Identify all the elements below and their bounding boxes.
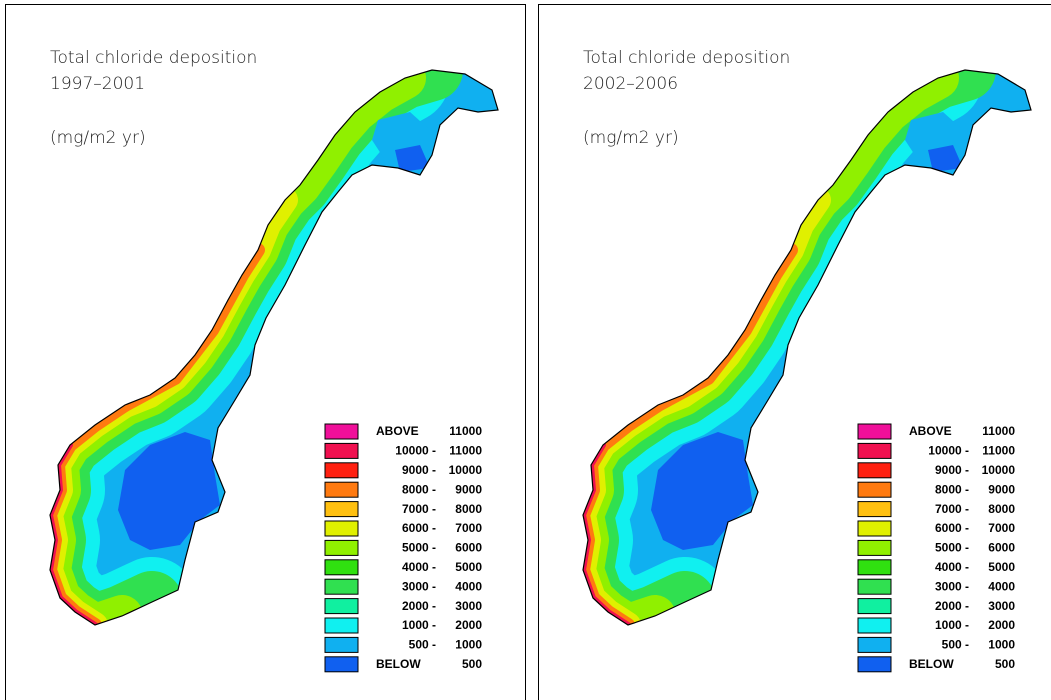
legend-swatch	[324, 617, 359, 634]
map-panel: Total chloride deposition 1997–2001 (mg/m2…	[0, 0, 527, 700]
legend-swatch	[857, 559, 892, 576]
legend-from: 4000 -	[935, 560, 969, 574]
legend-swatch	[857, 520, 892, 537]
legend-swatch	[857, 462, 892, 479]
legend-swatch	[857, 423, 892, 440]
legend-from: 1000 -	[402, 618, 436, 632]
legend-to: 9000	[988, 482, 1015, 496]
legend-swatch	[857, 442, 892, 459]
legend-to: 500	[995, 657, 1015, 671]
legend-to: 4000	[988, 579, 1015, 593]
legend-from: 10000 -	[928, 444, 969, 458]
legend-from: BELOW	[909, 657, 954, 671]
legend-swatch	[857, 501, 892, 518]
legend-swatch	[857, 539, 892, 556]
legend-to: 8000	[988, 502, 1015, 516]
legend-from: 1000 -	[935, 618, 969, 632]
legend-to: 5000	[455, 560, 482, 574]
map-unit: (mg/m2 yr)	[583, 128, 679, 148]
legend-to: 11000	[982, 444, 1015, 458]
legend-swatch	[324, 520, 359, 537]
legend-from: 2000 -	[935, 599, 969, 613]
panel-border	[538, 4, 1051, 700]
legend-from: BELOW	[376, 657, 421, 671]
legend-to: 7000	[988, 521, 1015, 535]
legend-to: 4000	[455, 579, 482, 593]
legend-to: 11000	[449, 444, 482, 458]
legend-from: 5000 -	[402, 541, 436, 555]
legend-to: 500	[462, 657, 482, 671]
legend-from: 3000 -	[935, 579, 969, 593]
map-period: 2002–2006	[583, 74, 678, 94]
legend-to: 3000	[988, 599, 1015, 613]
legend-swatch	[857, 598, 892, 615]
legend-from: 5000 -	[935, 541, 969, 555]
map-unit: (mg/m2 yr)	[50, 128, 146, 148]
legend-to: 1000	[455, 638, 482, 652]
legend-from: 9000 -	[402, 463, 436, 477]
panel-border	[5, 4, 526, 700]
legend-to: 3000	[455, 599, 482, 613]
legend-swatch	[324, 598, 359, 615]
legend-swatch	[857, 578, 892, 595]
legend-swatch	[324, 501, 359, 518]
legend-swatch	[857, 617, 892, 634]
legend-from: 6000 -	[935, 521, 969, 535]
legend-to: 9000	[455, 482, 482, 496]
legend-to: 6000	[988, 541, 1015, 555]
legend-swatch	[857, 481, 892, 498]
legend-to: 1000	[988, 638, 1015, 652]
legend-from: 7000 -	[935, 502, 969, 516]
legend-to: 8000	[455, 502, 482, 516]
legend-swatch	[324, 656, 359, 673]
legend-swatch	[324, 442, 359, 459]
legend-from: 500 -	[942, 638, 969, 652]
legend-swatch	[324, 462, 359, 479]
legend-to: 5000	[988, 560, 1015, 574]
map-title: Total chloride deposition	[583, 48, 790, 68]
legend-swatch	[324, 578, 359, 595]
legend-swatch	[324, 481, 359, 498]
legend-from: ABOVE	[909, 424, 952, 438]
map-title: Total chloride deposition	[50, 48, 257, 68]
legend-from: 10000 -	[395, 444, 436, 458]
map-period: 1997–2001	[50, 74, 145, 94]
legend-to: 2000	[455, 618, 482, 632]
legend-swatch	[324, 636, 359, 653]
map-panel: Total chloride deposition 2002–2006 (mg/m2…	[533, 0, 1051, 700]
legend-to: 10000	[982, 463, 1016, 477]
legend-swatch	[324, 423, 359, 440]
legend-to: 2000	[988, 618, 1015, 632]
legend-from: 6000 -	[402, 521, 436, 535]
legend-to: 6000	[455, 541, 482, 555]
legend-from: 8000 -	[935, 482, 969, 496]
legend-from: 500 -	[409, 638, 436, 652]
legend-from: 9000 -	[935, 463, 969, 477]
legend-from: 8000 -	[402, 482, 436, 496]
legend-to: 7000	[455, 521, 482, 535]
norway-map	[0, 0, 527, 700]
legend-from: 4000 -	[402, 560, 436, 574]
legend-from: 2000 -	[402, 599, 436, 613]
legend-swatch	[857, 656, 892, 673]
legend-swatch	[857, 636, 892, 653]
legend-from: 3000 -	[402, 579, 436, 593]
legend-to: 10000	[449, 463, 483, 477]
legend-to: 11000	[982, 424, 1015, 438]
legend-from: ABOVE	[376, 424, 419, 438]
legend-swatch	[324, 559, 359, 576]
legend-from: 7000 -	[402, 502, 436, 516]
norway-map	[533, 0, 1051, 700]
legend-swatch	[324, 539, 359, 556]
legend-to: 11000	[449, 424, 482, 438]
